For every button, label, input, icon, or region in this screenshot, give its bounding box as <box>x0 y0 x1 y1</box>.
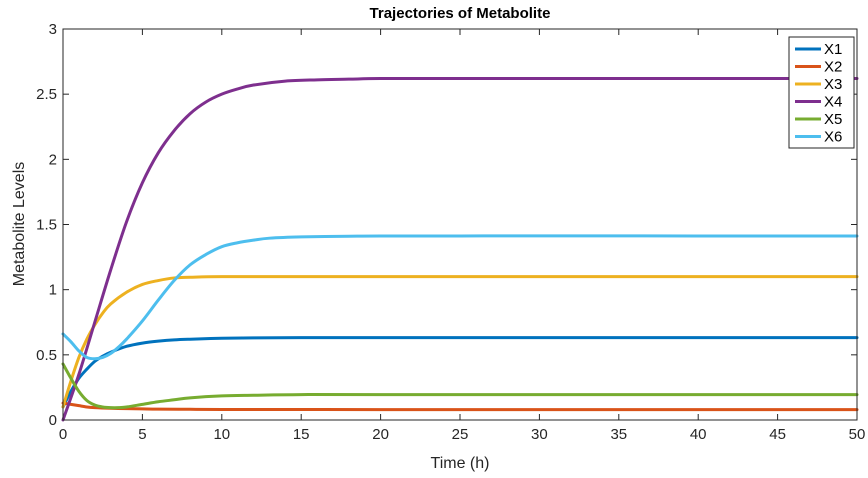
x-axis: 0 5 10 15 20 25 30 35 40 45 50 <box>59 29 866 443</box>
x-tick-label: 0 <box>59 426 67 443</box>
series-layer <box>61 76 859 422</box>
series-line-x6 <box>61 234 859 361</box>
y-tick-label: 1 <box>49 282 57 299</box>
y-tick-label: 1.5 <box>36 217 57 234</box>
y-tick-label: 0 <box>49 412 57 429</box>
y-tick-label: 2 <box>49 151 57 168</box>
x-tick-label: 10 <box>213 426 230 443</box>
x-tick-label: 25 <box>452 426 469 443</box>
x-tick-label: 5 <box>138 426 146 443</box>
legend-label: X1 <box>824 41 842 58</box>
series-line-x2 <box>61 401 859 412</box>
series-line-x5 <box>61 362 859 410</box>
x-tick-label: 15 <box>293 426 310 443</box>
legend-label: X4 <box>824 94 842 111</box>
x-tick-label: 50 <box>849 426 866 443</box>
series-line-x1 <box>61 336 859 409</box>
y-tick-label: 2.5 <box>36 86 57 103</box>
series-line-x3 <box>61 275 859 409</box>
plot-area <box>63 29 857 420</box>
legend-label: X3 <box>824 76 842 93</box>
legend-box <box>788 36 855 149</box>
y-axis-label: Metabolite Levels <box>11 162 28 287</box>
x-tick-label: 35 <box>610 426 627 443</box>
x-axis-label: Time (h) <box>431 455 490 472</box>
legend-label: X5 <box>824 111 842 128</box>
chart-title: Trajectories of Metabolite <box>370 5 551 22</box>
series-line-x4 <box>61 76 859 422</box>
y-axis: 0 0.5 1 1.5 2 2.5 3 <box>36 21 857 429</box>
legend-label: X2 <box>824 59 842 76</box>
x-tick-label: 45 <box>769 426 786 443</box>
y-tick-label: 0.5 <box>36 347 57 364</box>
y-tick-label: 3 <box>49 21 57 38</box>
x-tick-label: 40 <box>690 426 707 443</box>
x-tick-label: 20 <box>372 426 389 443</box>
x-tick-label: 30 <box>531 426 548 443</box>
legend-label: X6 <box>824 129 842 146</box>
